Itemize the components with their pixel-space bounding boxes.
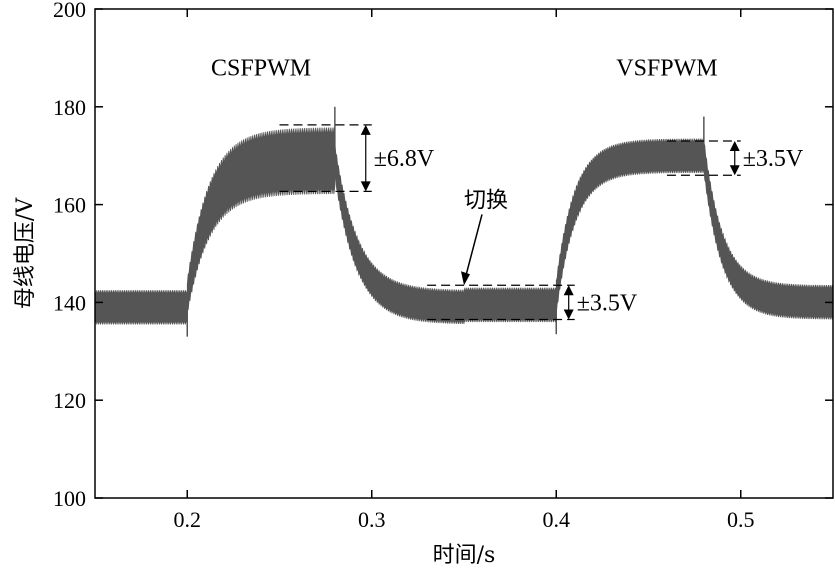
y-axis-title: 母线电压/V <box>13 197 38 309</box>
annotation-vsfpwm: VSFPWM <box>616 56 717 82</box>
switch-arrowhead <box>461 271 470 286</box>
ripple-band-markers <box>279 124 741 321</box>
voltage-envelope <box>94 127 834 325</box>
voltage-waveform <box>94 106 834 337</box>
plot-frame <box>94 8 834 499</box>
annotation-switch: 切换 <box>464 189 508 214</box>
y-tick-label: 120 <box>53 388 86 413</box>
band-arrowhead-up <box>563 285 574 296</box>
band-arrowhead-down <box>360 181 371 192</box>
annotation-csfpwm: CSFPWM <box>211 56 311 82</box>
band-arrowhead-down <box>563 309 574 320</box>
y-tick-label: 140 <box>53 290 86 315</box>
y-tick-label: 200 <box>53 0 86 22</box>
y-tick-label: 160 <box>53 193 86 218</box>
band-arrowhead-up <box>729 141 740 152</box>
y-tick-label: 180 <box>53 95 86 120</box>
annotation-ripple-switch: ±3.5V <box>577 290 638 316</box>
x-axis-title: 时间/s <box>433 543 496 568</box>
x-tick-label: 0.3 <box>358 507 386 532</box>
x-tick-label: 0.4 <box>543 507 571 532</box>
switch-arrow <box>465 214 483 276</box>
band-arrowhead-down <box>729 165 740 176</box>
annotation-ripple-csfpwm: ±6.8V <box>374 146 435 172</box>
band-arrowhead-up <box>360 124 371 135</box>
x-tick-label: 0.2 <box>174 507 202 532</box>
axis-ticks: 0.2 0.3 0.4 0.5 100 120 140 160 180 200 <box>53 0 833 532</box>
y-tick-label: 100 <box>53 486 86 511</box>
annotation-ripple-vsfpwm: ±3.5V <box>743 146 804 172</box>
x-tick-label: 0.5 <box>727 507 755 532</box>
